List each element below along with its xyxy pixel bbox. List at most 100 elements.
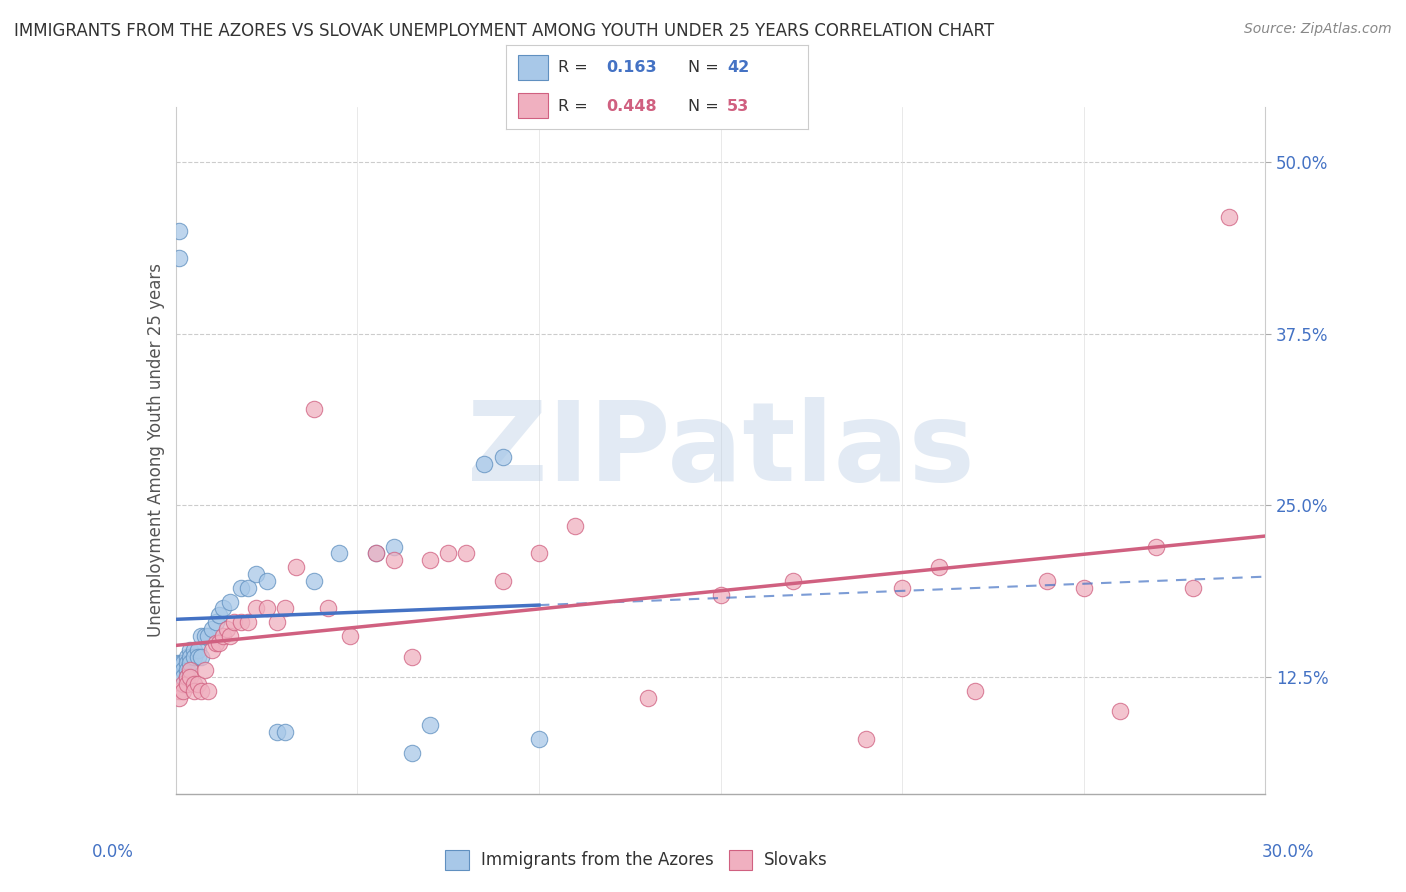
Point [222,615,245,630]
Point [166,657,188,671]
Point [274,601,297,615]
Point [710,588,733,602]
Point [256,601,278,615]
Point [183,683,205,698]
Point [176,663,198,677]
Point [197,629,219,643]
Point [401,649,423,664]
Text: Slovaks: Slovaks [765,851,828,869]
Point [266,725,288,739]
Point [172,663,194,677]
Text: 30.0%: 30.0% [1263,843,1315,861]
Point [527,546,550,561]
Point [231,581,253,595]
Text: Source: ZipAtlas.com: Source: ZipAtlas.com [1244,22,1392,37]
Point [169,224,191,238]
Point [492,450,515,465]
Point [238,581,260,595]
Bar [519,54,548,80]
Point [172,670,194,684]
Point [527,731,550,746]
Point [208,608,231,623]
Point [382,540,405,554]
Text: R =: R = [558,61,592,76]
Point [212,629,235,643]
Point [172,683,194,698]
Point [302,402,325,417]
Point [201,622,224,636]
Point [183,642,205,657]
Point [172,657,194,671]
Point [176,657,198,671]
Point [215,622,238,636]
Point [179,663,201,677]
Point [169,251,191,265]
Point [179,670,201,684]
Point [190,649,212,664]
Point [855,731,877,746]
Point [190,683,212,698]
Point [172,677,194,691]
Point [302,574,325,588]
Point [219,629,242,643]
Point [364,546,387,561]
Text: IMMIGRANTS FROM THE AZORES VS SLOVAK UNEMPLOYMENT AMONG YOUTH UNDER 25 YEARS COR: IMMIGRANTS FROM THE AZORES VS SLOVAK UNE… [14,22,994,40]
Point [364,546,387,561]
Point [318,601,340,615]
Point [183,649,205,664]
Point [245,567,267,582]
Point [328,546,350,561]
Bar [728,850,752,871]
Point [194,663,217,677]
Point [891,581,914,595]
Point [176,670,198,684]
Text: 42: 42 [727,61,749,76]
Point [456,546,478,561]
Point [1036,574,1059,588]
Text: Immigrants from the Azores: Immigrants from the Azores [481,851,714,869]
Point [1218,210,1240,224]
Text: N =: N = [688,98,724,113]
Point [284,560,307,574]
Point [963,683,986,698]
Point [201,642,224,657]
Point [186,677,209,691]
Point [339,629,361,643]
Bar [446,850,470,871]
Text: 0.448: 0.448 [606,98,657,113]
Point [256,574,278,588]
Point [204,636,226,650]
Text: N =: N = [688,61,724,76]
Point [176,677,198,691]
Point [401,746,423,760]
Point [186,649,209,664]
Point [169,683,191,698]
Text: 53: 53 [727,98,749,113]
Point [179,649,201,664]
Point [219,594,242,608]
Point [1181,581,1204,595]
Point [1146,540,1168,554]
Point [419,718,441,732]
Point [212,601,235,615]
Point [564,519,586,533]
Point [176,670,198,684]
Point [186,642,209,657]
Point [183,677,205,691]
Point [179,642,201,657]
Point [266,615,288,630]
Point [204,615,226,630]
Point [474,457,496,471]
Point [245,601,267,615]
Point [492,574,515,588]
Point [194,629,217,643]
Point [190,629,212,643]
Point [231,615,253,630]
Text: 0.163: 0.163 [606,61,657,76]
Text: 0.0%: 0.0% [91,843,134,861]
Point [419,553,441,567]
Y-axis label: Unemployment Among Youth under 25 years: Unemployment Among Youth under 25 years [146,263,165,638]
Point [238,615,260,630]
Point [1073,581,1095,595]
Point [437,546,460,561]
